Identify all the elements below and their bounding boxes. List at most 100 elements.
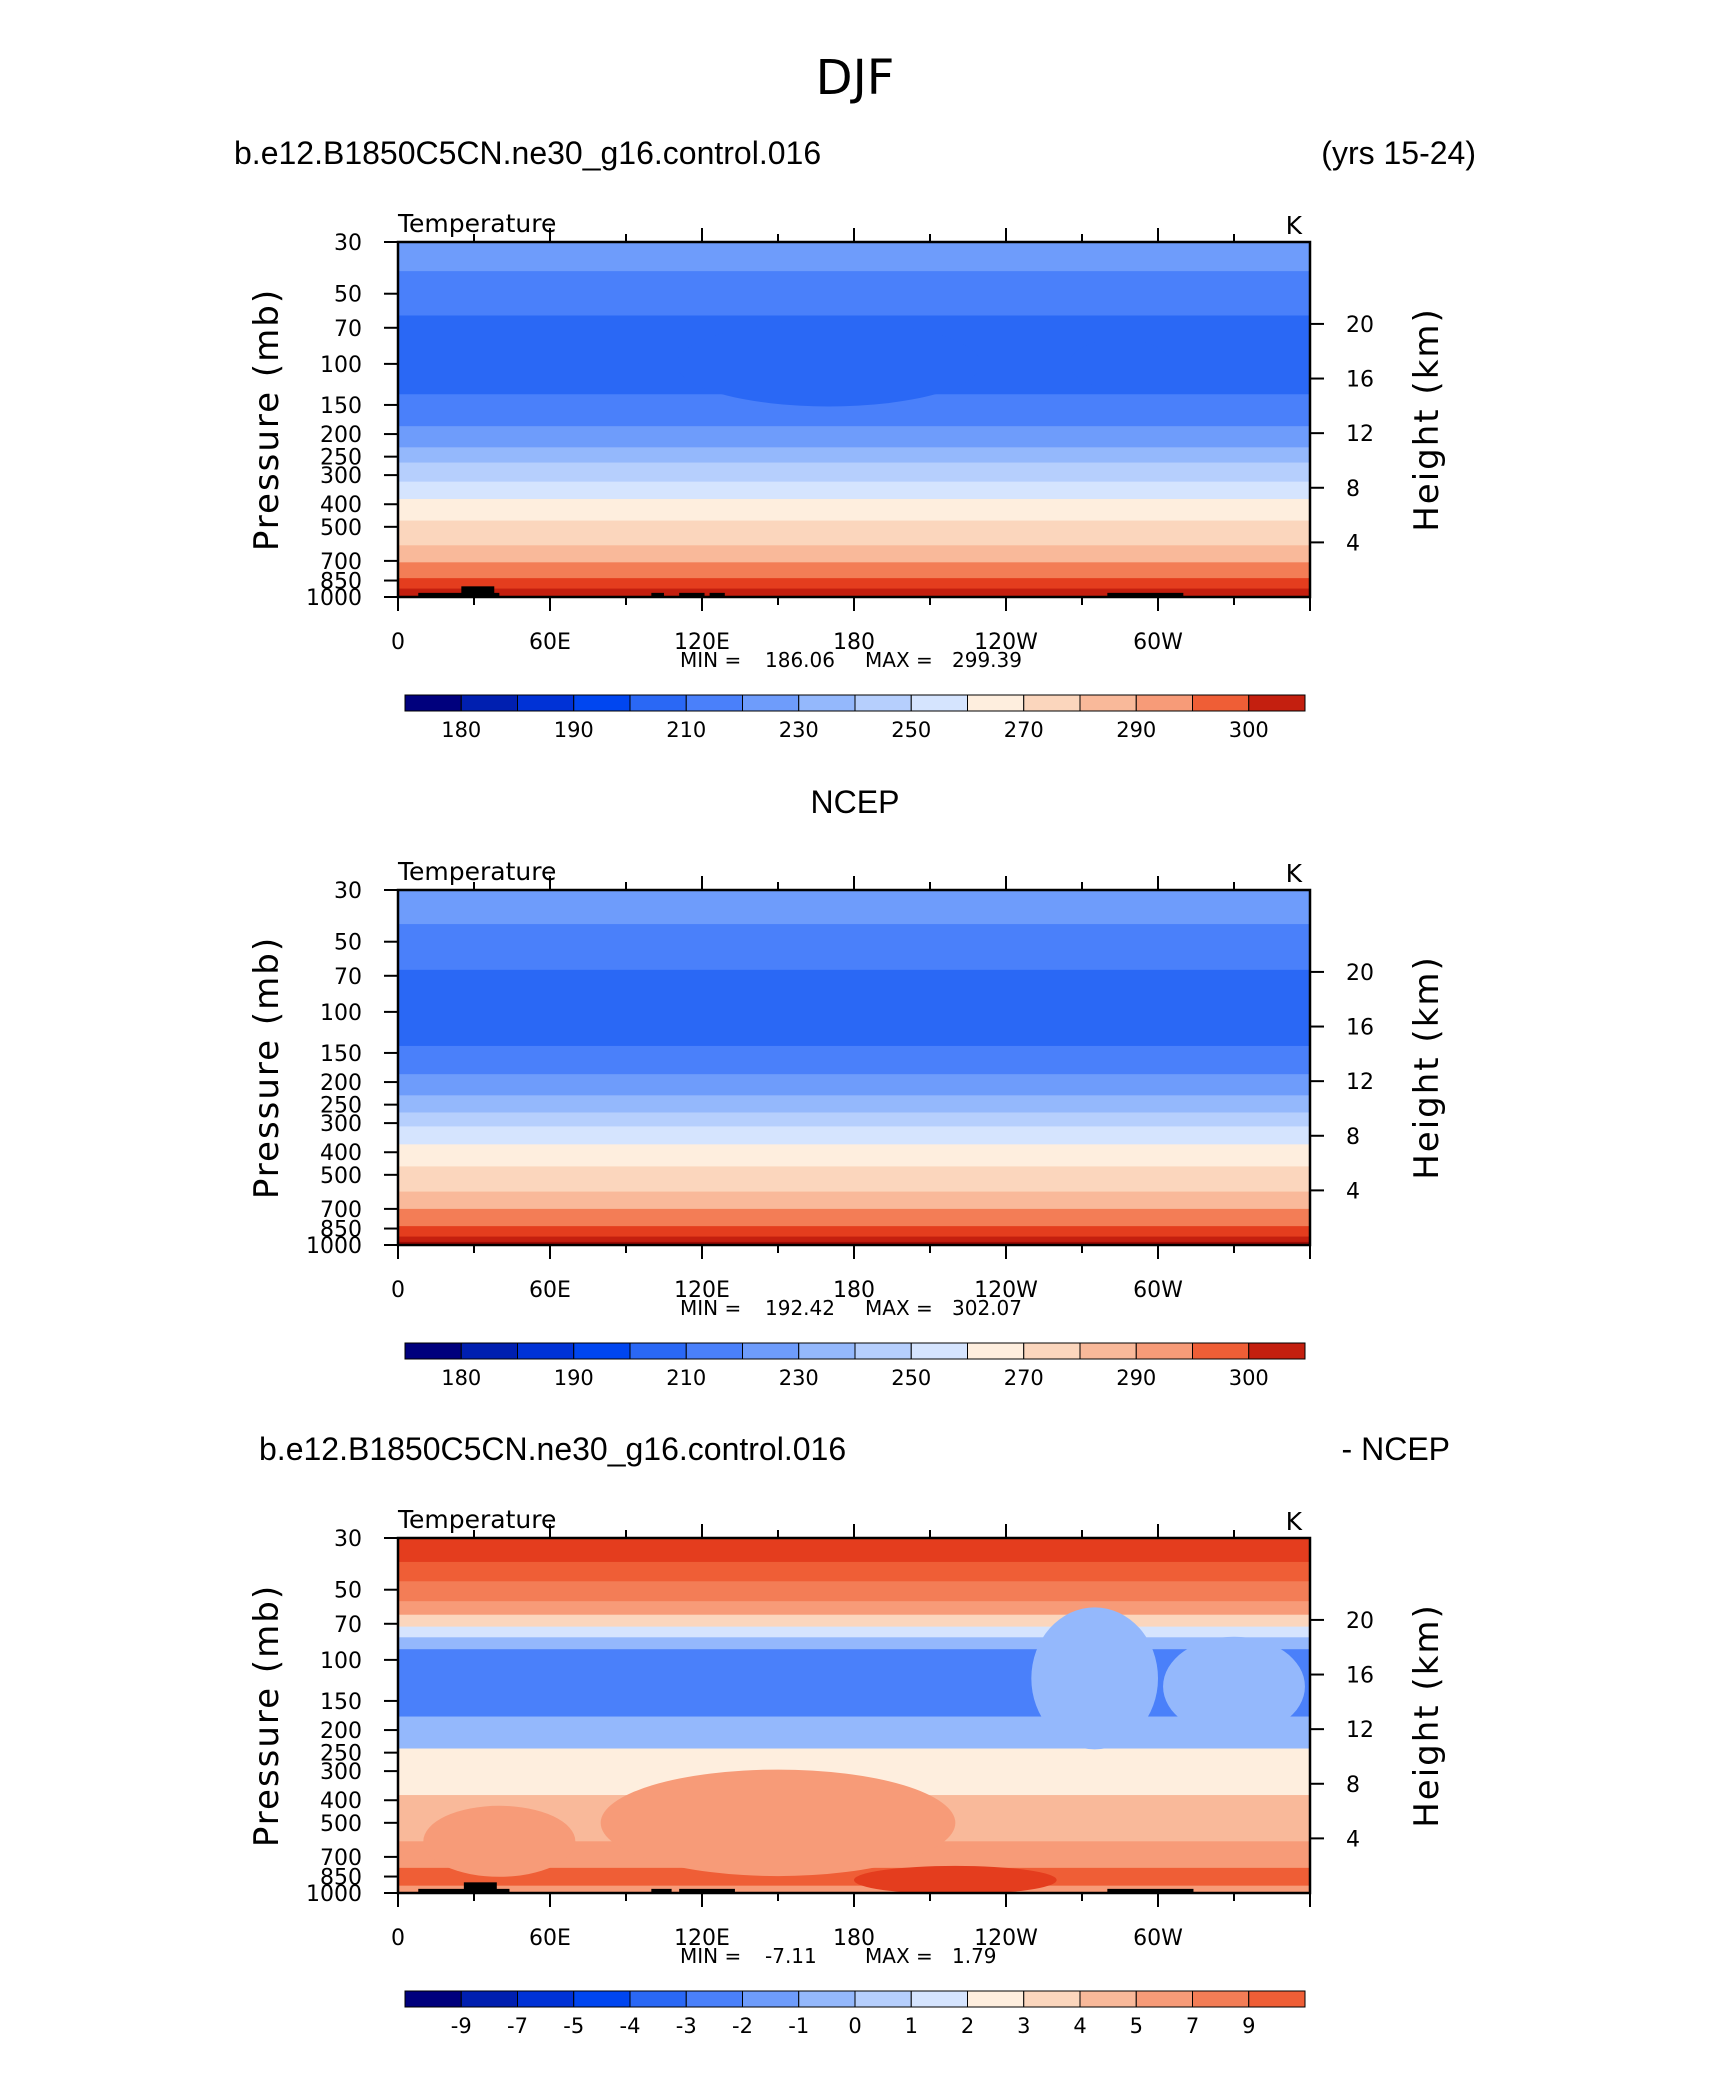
y-tick-label: 30 bbox=[334, 879, 362, 904]
y-tick-label: 850 bbox=[320, 570, 362, 595]
colorbar-label: 270 bbox=[1004, 718, 1044, 742]
y-tick-label: 200 bbox=[320, 1719, 362, 1744]
x-tick-label: 60E bbox=[529, 630, 571, 655]
y2-tick-label: 16 bbox=[1346, 1016, 1374, 1041]
topography-mask bbox=[1107, 592, 1184, 597]
colorbar-box bbox=[685, 694, 743, 712]
x-tick-label: 120W bbox=[974, 1926, 1038, 1951]
contour-cell bbox=[600, 1769, 956, 1877]
colorbar-box bbox=[1079, 1990, 1137, 2008]
colorbar-label: 190 bbox=[554, 718, 594, 742]
panel-difference: Temperature K3050701001502002503004005007… bbox=[247, 1505, 1447, 2038]
colorbar-box bbox=[573, 1990, 631, 2008]
colorbar: 180 190 210 230 250 270 290 300 bbox=[404, 694, 1306, 742]
colorbar-label: 180 bbox=[441, 1366, 481, 1390]
colorbar-box bbox=[1079, 694, 1137, 712]
colorbar-label: 230 bbox=[779, 718, 819, 742]
y2-tick-label: 16 bbox=[1346, 1664, 1374, 1689]
variable-label: Temperature bbox=[397, 209, 556, 238]
colorbar-box bbox=[798, 694, 856, 712]
contour-band bbox=[398, 1561, 1310, 1582]
colorbar-box bbox=[517, 1342, 575, 1360]
colorbar-box bbox=[854, 694, 912, 712]
x-tick-label: 120E bbox=[674, 1926, 730, 1951]
contour-cell bbox=[854, 1865, 1057, 1893]
y-tick-label: 850 bbox=[320, 1218, 362, 1243]
colorbar-box bbox=[967, 1342, 1025, 1360]
x-tick-label: 180 bbox=[833, 630, 875, 655]
y-tick-label: 50 bbox=[334, 283, 362, 308]
colorbar-box bbox=[404, 1990, 462, 2008]
y2-tick-label: 8 bbox=[1346, 1125, 1360, 1150]
colorbar-box bbox=[460, 1990, 518, 2008]
y-tick-label: 1000 bbox=[306, 1882, 362, 1907]
colorbar-label: 210 bbox=[666, 718, 706, 742]
colorbar-label: 2 bbox=[961, 2014, 974, 2038]
units-label: K bbox=[1286, 1507, 1303, 1536]
colorbar-box bbox=[1248, 1990, 1306, 2008]
panel-obs: Temperature K3050701001502002503004005007… bbox=[247, 857, 1447, 1390]
colorbar-label: 290 bbox=[1116, 718, 1156, 742]
contour-band bbox=[398, 1581, 1310, 1602]
x-tick-label: 120W bbox=[974, 1278, 1038, 1303]
colorbar-label: 300 bbox=[1229, 1366, 1269, 1390]
colorbar-label: 9 bbox=[1242, 2014, 1255, 2038]
contour-band bbox=[398, 1649, 1310, 1718]
y2-tick-label: 8 bbox=[1346, 477, 1360, 502]
y-tick-label: 300 bbox=[320, 1112, 362, 1137]
contour-band bbox=[398, 1637, 1310, 1650]
contour-band bbox=[398, 969, 1310, 1047]
x-tick-label: 120W bbox=[974, 630, 1038, 655]
y-tick-label: 200 bbox=[320, 423, 362, 448]
max-value: 302.07 bbox=[952, 1296, 1022, 1320]
colorbar-box bbox=[798, 1990, 856, 2008]
contour-band bbox=[398, 426, 1310, 448]
x-tick-label: 0 bbox=[391, 1926, 405, 1951]
contour-band bbox=[398, 1112, 1310, 1128]
colorbar-label: -5 bbox=[563, 2014, 584, 2038]
y-tick-label: 70 bbox=[334, 965, 362, 990]
y2-tick-label: 12 bbox=[1346, 1070, 1374, 1095]
contour-band bbox=[398, 1095, 1310, 1114]
y-tick-label: 100 bbox=[320, 353, 362, 378]
max-label: MAX = bbox=[865, 1296, 933, 1320]
y-tick-label: 100 bbox=[320, 1649, 362, 1674]
contour-band bbox=[398, 1236, 1310, 1243]
x-tick-label: 0 bbox=[391, 630, 405, 655]
contour-band bbox=[398, 242, 1310, 272]
topography-mask bbox=[679, 1888, 735, 1893]
x-tick-label: 0 bbox=[391, 1278, 405, 1303]
x-tick-label: 60W bbox=[1133, 1278, 1183, 1303]
y-tick-label: 150 bbox=[320, 1690, 362, 1715]
contour-band bbox=[398, 1614, 1310, 1628]
colorbar-label: -2 bbox=[732, 2014, 753, 2038]
units-label: K bbox=[1286, 859, 1303, 888]
y2-tick-label: 12 bbox=[1346, 1718, 1374, 1743]
max-value: 299.39 bbox=[952, 648, 1022, 672]
min-label: MIN = bbox=[680, 1296, 741, 1320]
y-tick-label: 700 bbox=[320, 1846, 362, 1871]
contour-band bbox=[398, 1126, 1310, 1145]
contour-cell bbox=[423, 1805, 576, 1877]
colorbar-label: 180 bbox=[441, 718, 481, 742]
contour-band bbox=[398, 1166, 1310, 1193]
colorbar-box bbox=[1023, 1990, 1081, 2008]
colorbar-box bbox=[854, 1342, 912, 1360]
colorbar-label: 7 bbox=[1186, 2014, 1199, 2038]
min-value: 192.42 bbox=[765, 1296, 835, 1320]
colorbar-box bbox=[967, 694, 1025, 712]
contour-band bbox=[398, 1045, 1310, 1075]
contour-band bbox=[398, 520, 1310, 546]
y-tick-label: 50 bbox=[334, 931, 362, 956]
colorbar-label: -9 bbox=[451, 2014, 472, 2038]
colorbar-label: -7 bbox=[507, 2014, 528, 2038]
colorbar-label: -1 bbox=[788, 2014, 809, 2038]
topography-mask bbox=[418, 592, 500, 597]
y2-tick-label: 20 bbox=[1346, 313, 1374, 338]
topography-mask bbox=[651, 592, 664, 597]
y-tick-label: 500 bbox=[320, 1812, 362, 1837]
contour-field bbox=[398, 242, 1310, 597]
colorbar-box bbox=[910, 1990, 968, 2008]
colorbar-box bbox=[404, 694, 462, 712]
